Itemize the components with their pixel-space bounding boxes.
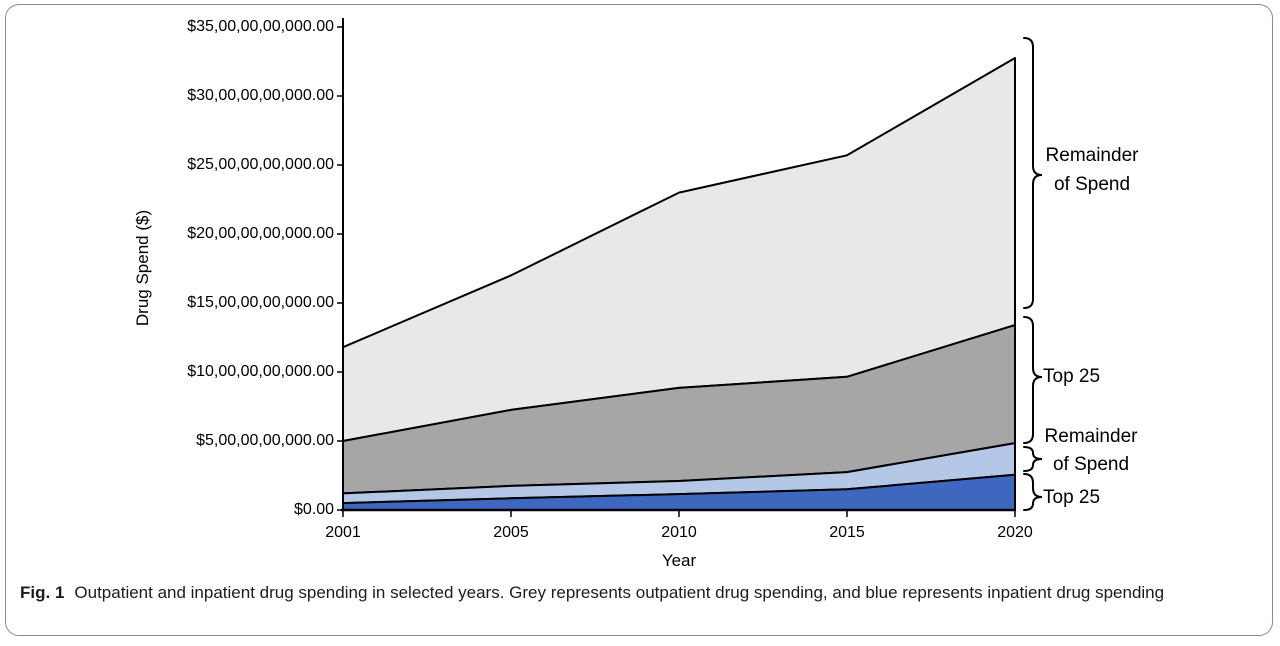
y-tick-label: $0.00 <box>294 501 334 518</box>
band-label-inpatient-remainder: of Spend <box>1053 454 1129 475</box>
tick-marks-layer <box>337 26 1016 517</box>
brace-outpatient-remainder <box>1023 37 1043 309</box>
band-label-inpatient-remainder: Remainder <box>1045 426 1139 447</box>
y-tick-label: $5,00,00,00,000.00 <box>196 432 334 449</box>
tick-labels-layer: $0.00 $5,00,00,00,000.00 $10,00,00,00,000.… <box>187 18 1033 541</box>
x-tick-label: 2010 <box>661 524 697 541</box>
band-label-outpatient-remainder: of Spend <box>1054 174 1130 195</box>
x-tick-label: 2005 <box>493 524 529 541</box>
brace-inpatient-remainder <box>1023 446 1043 472</box>
x-tick-label: 2001 <box>325 524 361 541</box>
band-labels-layer: Remainder of Spend Top 25 Remainder of Spend… <box>1043 145 1139 508</box>
x-axis-title: Year <box>662 551 697 570</box>
axes-layer <box>341 18 1016 512</box>
caption-text: Outpatient and inpatient drug spending i… <box>74 583 1165 602</box>
band-braces-layer <box>1023 37 1043 511</box>
y-tick-label: $25,00,00,00,000.00 <box>187 156 334 173</box>
x-tick-label: 2015 <box>829 524 865 541</box>
brace-inpatient-top25 <box>1023 473 1043 511</box>
area-bands-layer <box>342 57 1016 511</box>
y-tick-label: $20,00,00,00,000.00 <box>187 225 334 242</box>
y-tick-label: $30,00,00,00,000.00 <box>187 87 334 104</box>
band-label-inpatient-top25: Top 25 <box>1043 487 1100 508</box>
band-label-outpatient-top25: Top 25 <box>1043 366 1100 387</box>
y-tick-label: $35,00,00,00,000.00 <box>187 18 334 35</box>
brace-outpatient-top25 <box>1023 316 1043 444</box>
y-tick-label: $10,00,00,00,000.00 <box>187 363 334 380</box>
y-tick-label: $15,00,00,00,000.00 <box>187 294 334 311</box>
caption-prefix: Fig. 1 <box>20 583 65 602</box>
band-label-outpatient-remainder: Remainder <box>1046 145 1140 166</box>
figure-caption: Fig. 1 Outpatient and inpatient drug spen… <box>20 580 1260 605</box>
x-tick-label: 2020 <box>997 524 1033 541</box>
y-axis-title: Drug Spend ($) <box>133 210 152 326</box>
